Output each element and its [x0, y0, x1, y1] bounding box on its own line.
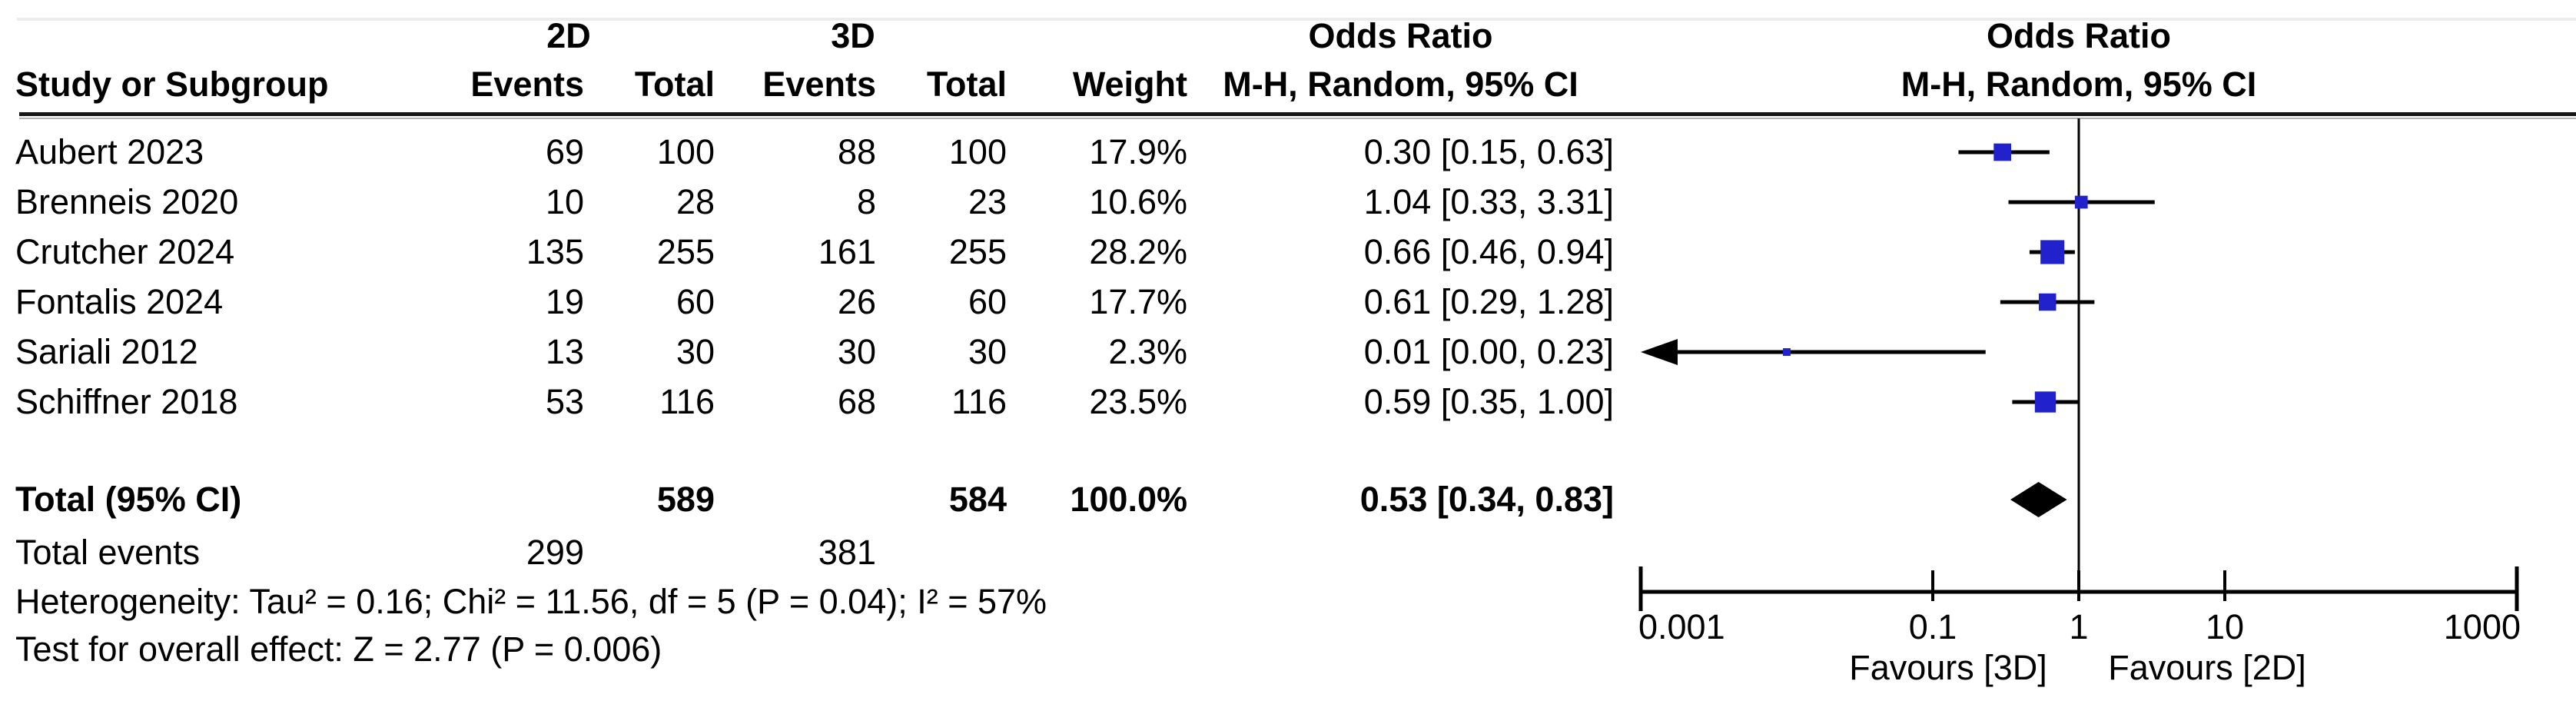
mh-ci-plot-header: M-H, Random, 95% CI	[1900, 65, 2257, 104]
weight-cell: 28.2%	[1089, 232, 1187, 271]
events-3d-cell: 88	[837, 132, 876, 171]
effect-square	[2034, 391, 2056, 413]
odds-ratio-table-title: Odds Ratio	[1308, 16, 1493, 55]
weight-cell: 2.3%	[1108, 332, 1187, 371]
study-row: Brenneis 2020 10 28 8 23 10.6% 1.04 [0.3…	[0, 178, 1614, 227]
study-name-cell: Schiffner 2018	[15, 382, 238, 421]
weight-cell: 10.6%	[1089, 182, 1187, 221]
group-header-2d: 2D	[546, 16, 591, 55]
events-2d-cell: 135	[526, 232, 584, 271]
or-ci-cell: 0.01 [0.00, 0.23]	[1363, 332, 1614, 371]
study-row: Schiffner 2018 53 116 68 116 23.5% 0.59 …	[0, 377, 1614, 427]
overall-effect-stats: Test for overall effect: Z = 2.77 (P = 0…	[15, 630, 662, 669]
events-3d-cell: 161	[818, 232, 876, 271]
study-row: Crutcher 2024 135 255 161 255 28.2% 0.66…	[0, 228, 1614, 277]
total-2d-col-header: Total	[634, 65, 715, 104]
events-3d-cell: 26	[837, 282, 876, 321]
total-2d-cell: 28	[676, 182, 715, 221]
total-events-row: Total events 299 381	[0, 528, 1614, 577]
heterogeneity-stats: Heterogeneity: Tau² = 0.16; Chi² = 11.56…	[15, 582, 1047, 621]
total-events-label-cell: Total events	[15, 533, 201, 572]
favours-left-label: Favours [3D]	[1849, 648, 2047, 687]
total-3d-cell: 60	[968, 282, 1007, 321]
study-name-cell: Fontalis 2024	[15, 282, 224, 321]
events-2d-cell: 10	[545, 182, 584, 221]
events-2d-cell: 69	[545, 132, 584, 171]
study-name-cell: Aubert 2023	[15, 132, 204, 171]
weight-cell: 17.7%	[1089, 282, 1187, 321]
header-rule-shadow	[19, 118, 2576, 119]
study-name-cell: Crutcher 2024	[15, 232, 235, 271]
odds-ratio-plot-title: Odds Ratio	[1986, 16, 2171, 55]
events-2d-cell: 13	[545, 332, 584, 371]
events-3d-cell: 68	[837, 382, 876, 421]
events-2d-col-header: Events	[470, 65, 584, 104]
total-2d-cell: 255	[656, 232, 715, 271]
events-2d-cell: 19	[545, 282, 584, 321]
total-2d-cell: 60	[676, 282, 715, 321]
total-3d-cell: 23	[968, 182, 1007, 221]
effect-square	[2040, 240, 2065, 264]
header-rule	[19, 112, 2576, 116]
weight-cell: 17.9%	[1089, 132, 1187, 171]
weight-cell: 23.5%	[1089, 382, 1187, 421]
total-label-cell: Total (95% CI)	[15, 480, 242, 519]
total-events-3d-cell: 381	[818, 533, 876, 572]
study-row: Fontalis 2024 19 60 26 60 17.7% 0.61 [0.…	[0, 277, 1614, 327]
x-axis-tick-label: 0.1	[1909, 607, 1957, 646]
effect-square	[1783, 348, 1791, 356]
effect-square	[2074, 195, 2088, 209]
study-col-header: Study or Subgroup	[15, 65, 329, 104]
study-name-cell: Brenneis 2020	[15, 182, 239, 221]
or-ci-cell: 0.30 [0.15, 0.63]	[1363, 132, 1614, 171]
top-divider	[17, 18, 2576, 21]
total-events-2d-cell: 299	[526, 533, 584, 572]
events-2d-cell: 53	[545, 382, 584, 421]
total-3d-cell: 100	[948, 132, 1007, 171]
x-axis-tick-label: 1	[2069, 607, 2088, 646]
total-2d-cell: 116	[659, 382, 715, 421]
total-2d-cell: 30	[676, 332, 715, 371]
study-row: Aubert 2023 69 100 88 100 17.9% 0.30 [0.…	[0, 128, 1614, 177]
total-weight-cell: 100.0%	[1070, 480, 1187, 519]
total-3d-col-header: Total	[926, 65, 1007, 104]
total-3d-cell: 116	[951, 382, 1007, 421]
group-header-3d: 3D	[831, 16, 875, 55]
total-3d-sum-cell: 584	[948, 480, 1007, 519]
study-row: Sariali 2012 13 30 30 30 2.3% 0.01 [0.00…	[0, 327, 1614, 377]
total-or-ci-cell: 0.53 [0.34, 0.83]	[1359, 480, 1614, 519]
study-name-cell: Sariali 2012	[15, 332, 198, 371]
or-ci-cell: 0.66 [0.46, 0.94]	[1363, 232, 1614, 271]
or-ci-cell: 1.04 [0.33, 3.31]	[1363, 182, 1614, 221]
x-axis-tick-label: 10	[2206, 607, 2244, 646]
total-2d-cell: 100	[656, 132, 715, 171]
total-row: Total (95% CI) 589 584 100.0% 0.53 [0.34…	[0, 475, 1614, 524]
pooled-diamond	[2010, 482, 2067, 517]
ci-arrow-left	[1641, 339, 1678, 365]
weight-col-header: Weight	[1072, 65, 1187, 104]
x-axis-tick-label: 1000	[2444, 607, 2521, 646]
total-3d-cell: 255	[948, 232, 1007, 271]
total-3d-cell: 30	[968, 332, 1007, 371]
effect-square	[2038, 293, 2056, 311]
events-3d-col-header: Events	[762, 65, 876, 104]
events-3d-cell: 8	[856, 182, 876, 221]
total-2d-sum-cell: 589	[656, 480, 715, 519]
column-header-row: Study or Subgroup Events Total Events To…	[0, 60, 1614, 109]
or-ci-cell: 0.59 [0.35, 1.00]	[1363, 382, 1614, 421]
events-3d-cell: 30	[837, 332, 876, 371]
effect-square	[1993, 143, 2011, 161]
mh-ci-col-header: M-H, Random, 95% CI	[1223, 65, 1578, 104]
favours-right-label: Favours [2D]	[2108, 648, 2306, 687]
x-axis-tick-label: 0.001	[1638, 607, 1725, 646]
or-ci-cell: 0.61 [0.29, 1.28]	[1363, 282, 1614, 321]
